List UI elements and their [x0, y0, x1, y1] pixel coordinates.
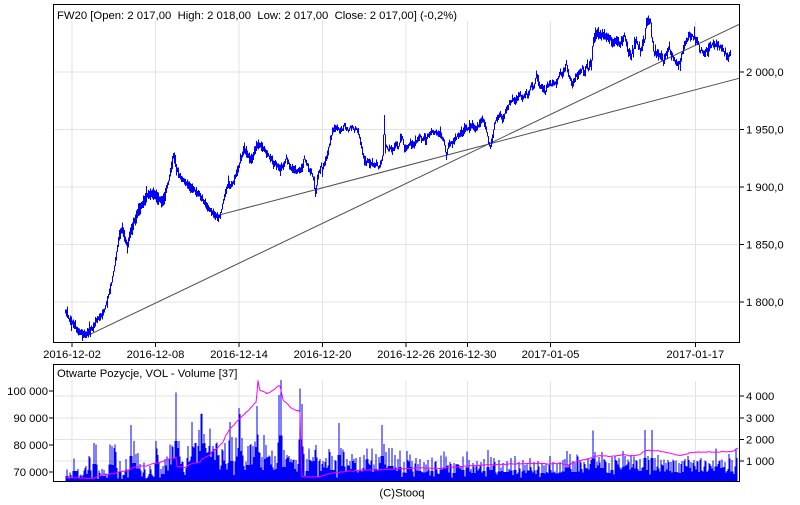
svg-text:90 000: 90 000	[13, 413, 48, 425]
svg-text:2017-01-05: 2017-01-05	[522, 349, 580, 361]
svg-text:1 900,0: 1 900,0	[746, 182, 784, 194]
svg-text:2016-12-30: 2016-12-30	[439, 349, 497, 361]
svg-text:FW20 [Open: 2 017,00 High: 2: FW20 [Open: 2 017,00 High: 2 018,00 Low:…	[57, 10, 457, 22]
svg-text:100 000: 100 000	[7, 386, 48, 398]
svg-text:(C)Stooq: (C)Stooq	[379, 488, 424, 500]
svg-text:1 000: 1 000	[746, 456, 774, 468]
svg-text:2 000: 2 000	[746, 434, 774, 446]
svg-text:70 000: 70 000	[13, 467, 48, 479]
svg-text:2016-12-20: 2016-12-20	[294, 349, 352, 361]
svg-text:1 950,0: 1 950,0	[746, 125, 784, 137]
svg-text:2017-01-17: 2017-01-17	[666, 349, 724, 361]
svg-text:1 800,0: 1 800,0	[746, 297, 784, 309]
svg-text:3 000: 3 000	[746, 413, 774, 425]
svg-text:80 000: 80 000	[13, 440, 48, 452]
svg-text:2016-12-08: 2016-12-08	[127, 349, 185, 361]
svg-text:2016-12-26: 2016-12-26	[377, 349, 435, 361]
svg-text:Otwarte Pozycje, VOL - Volume: Otwarte Pozycje, VOL - Volume [37]	[57, 368, 237, 380]
svg-text:2016-12-02: 2016-12-02	[43, 349, 101, 361]
svg-text:2 000,0: 2 000,0	[746, 67, 784, 79]
svg-text:4 000: 4 000	[746, 391, 774, 403]
svg-text:2016-12-14: 2016-12-14	[210, 349, 268, 361]
svg-text:1 850,0: 1 850,0	[746, 240, 784, 252]
